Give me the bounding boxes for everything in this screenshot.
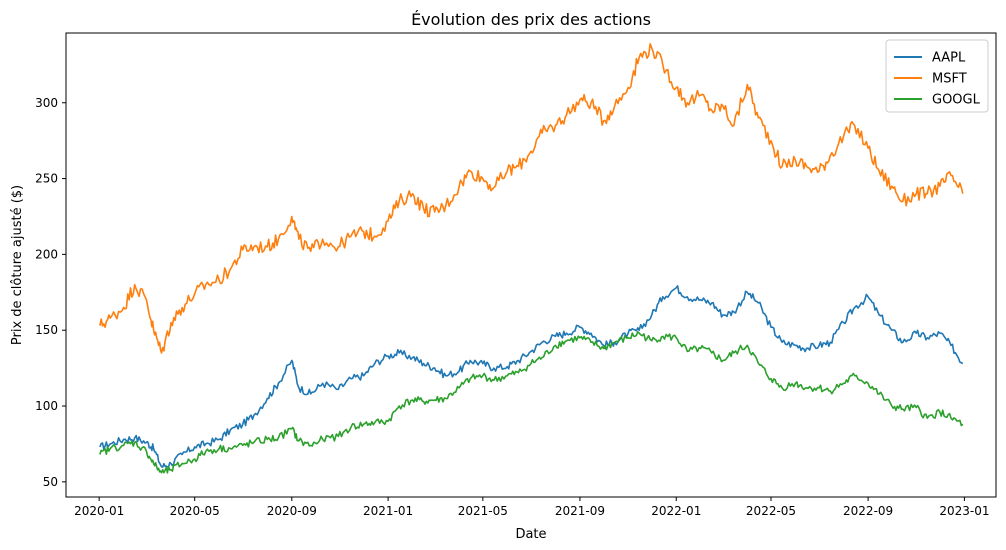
y-tick-label: 100 [35,399,58,413]
x-axis-title: Date [515,527,546,542]
x-axis: 2020-01 2020-05 2020-09 2021-01 2021-05 2021-… [74,497,989,518]
x-tick-label: 2022-09 [843,504,893,518]
legend: AAPL MSFT GOOGL [885,39,989,113]
plot-area: 2020-01 2020-05 2020-09 2021-01 2021-05 2021-… [35,32,997,518]
y-tick-label: 250 [35,172,58,186]
x-tick-label: 2020-05 [170,504,220,518]
series-layer [99,43,964,474]
y-tick-label: 300 [35,96,58,110]
series-line-msft [99,43,964,354]
x-tick-label: 2022-05 [746,504,796,518]
x-tick-label: 2020-01 [74,504,124,518]
x-tick-label: 2020-09 [267,504,317,518]
x-tick-label: 2021-01 [363,504,413,518]
y-tick-label: 200 [35,247,58,261]
series-line-googl [99,331,964,474]
x-tick-label: 2022-01 [651,504,701,518]
y-tick-label: 50 [43,475,58,489]
y-axis: 50 100 150 200 250 300 [35,96,66,489]
y-tick-label: 150 [35,323,58,337]
x-tick-label: 2021-05 [458,504,508,518]
y-axis-title: Prix de clôture ajusté ($) [10,185,25,345]
series-line-aapl [99,285,964,468]
chart-title: Évolution des prix des actions [411,10,651,29]
legend-label-aapl: AAPL [932,51,966,66]
x-tick-label: 2021-09 [555,504,605,518]
legend-label-msft: MSFT [932,72,967,87]
x-tick-label: 2023-01 [939,504,989,518]
plot-frame [65,32,997,498]
legend-label-googl: GOOGL [932,93,981,108]
